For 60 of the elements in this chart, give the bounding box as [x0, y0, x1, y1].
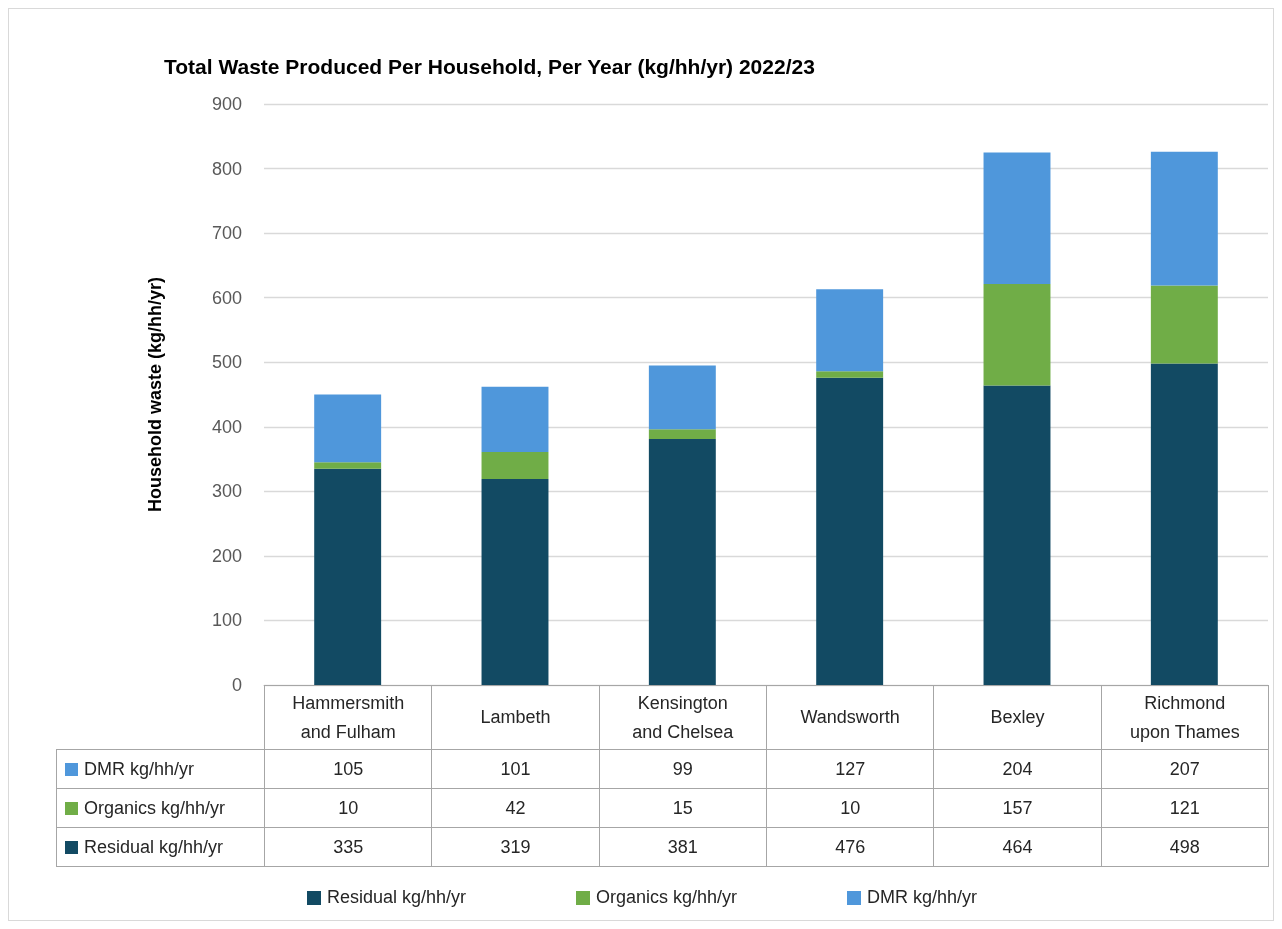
data-label: 157 [933, 788, 1102, 828]
data-label: 381 [599, 827, 767, 867]
data-label: 127 [766, 749, 934, 789]
bar [314, 394, 382, 463]
bar [983, 152, 1051, 285]
text: Organics kg/hh/yr [595, 887, 738, 907]
y-tick-label: 300 [211, 481, 242, 502]
bar [1150, 363, 1218, 685]
bar [1150, 285, 1218, 364]
data-label: 207 [1101, 749, 1269, 789]
data-label: 105 [264, 749, 432, 789]
legend-label: Residual kg/hh/yr [84, 836, 224, 857]
data-label: 476 [766, 827, 934, 867]
bar [648, 365, 716, 430]
x-tick-label: Bexley [933, 685, 1102, 750]
bar [816, 377, 884, 685]
y-tick-label: 400 [211, 416, 242, 437]
bar [983, 385, 1051, 685]
y-tick-label: 700 [211, 223, 242, 244]
data-label: 15 [599, 788, 767, 828]
y-tick-label: 500 [211, 352, 242, 373]
y-tick-label: 900 [211, 94, 242, 114]
bar [648, 439, 716, 685]
x-tick-label: Wandsworth [766, 685, 934, 750]
bar [481, 451, 549, 480]
data-label: 498 [1101, 827, 1269, 867]
legend-label: Organics kg/hh/yr [84, 797, 226, 818]
data-label: 319 [431, 827, 600, 867]
data-label: 10 [264, 788, 432, 828]
bar [314, 468, 382, 685]
x-tick-label: Richmond upon Thames [1101, 685, 1269, 750]
y-tick-label: 600 [211, 287, 242, 308]
text: Residual kg/hh/yr [326, 887, 466, 907]
data-label: 464 [933, 827, 1102, 867]
bar [481, 386, 549, 452]
bar [816, 371, 884, 378]
data-label: 204 [933, 749, 1102, 789]
bar [1150, 151, 1218, 286]
bar [983, 284, 1051, 386]
x-tick-label: Kensington and Chelsea [599, 685, 767, 750]
data-label: 10 [766, 788, 934, 828]
y-tick-label: 100 [211, 610, 242, 631]
x-tick-label: Hammersmith and Fulham [264, 685, 432, 750]
y-tick-label: 0 [231, 675, 242, 695]
data-label: 335 [264, 827, 432, 867]
y-tick-label: 800 [211, 158, 242, 179]
x-tick-label: Lambeth [431, 685, 600, 750]
data-label: 99 [599, 749, 767, 789]
y-axis-title: Household waste (kg/hh/yr) [145, 276, 165, 513]
data-label: 42 [431, 788, 600, 828]
data-label: 121 [1101, 788, 1269, 828]
bar [481, 479, 549, 685]
bar [648, 429, 716, 440]
bar [314, 462, 382, 469]
bar [816, 289, 884, 372]
y-tick-label: 200 [211, 545, 242, 566]
data-label: 101 [431, 749, 600, 789]
text: DMR kg/hh/yr [867, 887, 978, 907]
legend-label: DMR kg/hh/yr [84, 758, 195, 779]
chart-title: Total Waste Produced Per Household, Per Year (kg/hh/yr) 2022/23 [164, 55, 815, 78]
